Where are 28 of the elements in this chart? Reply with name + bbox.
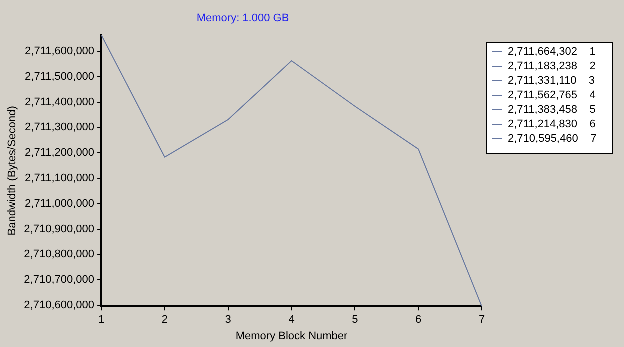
y-tick-label: 2,711,400,000 — [25, 96, 95, 108]
text: 2,711,183,238 2 — [508, 60, 596, 73]
y-axis-title: Bandwidth (Bytes/Second) — [6, 106, 19, 236]
text: 2,710,595,460 7 — [508, 133, 597, 146]
x-tick-label: 3 — [225, 314, 232, 326]
text: 2,711,214,830 6 — [508, 118, 596, 131]
y-tick-label: 2,711,100,000 — [25, 172, 95, 185]
text: 2,711,664,302 1 — [508, 46, 596, 58]
y-tick-label: 2,711,500,000 — [25, 70, 95, 83]
y-tick-label: 2,711,300,000 — [25, 122, 95, 134]
x-tick-label: 5 — [352, 314, 358, 326]
y-tick-label: 2,711,600,000 — [25, 46, 95, 58]
text: 2,711,331,110 3 — [508, 75, 596, 88]
y-tick-label: 2,710,600,000 — [24, 299, 95, 312]
chart-title: Memory: 1.000 GB — [196, 12, 290, 25]
x-tick-label: 6 — [416, 314, 422, 326]
text: 2,711,383,458 5 — [508, 104, 596, 116]
x-axis-title: Memory Block Number — [236, 330, 348, 342]
y-tick-label: 2,711,200,000 — [25, 147, 95, 160]
x-tick-label: 4 — [288, 314, 295, 326]
y-tick-label: 2,710,700,000 — [24, 274, 95, 286]
y-tick-label: 2,711,000,000 — [25, 198, 95, 210]
x-tick-label: 2 — [162, 314, 168, 326]
y-tick-label: 2,710,800,000 — [24, 248, 95, 261]
y-tick-label: 2,710,900,000 — [24, 223, 95, 236]
x-tick-label: 7 — [478, 314, 486, 326]
text: 2,711,562,765 4 — [508, 90, 596, 102]
x-tick-label: 1 — [98, 314, 105, 326]
